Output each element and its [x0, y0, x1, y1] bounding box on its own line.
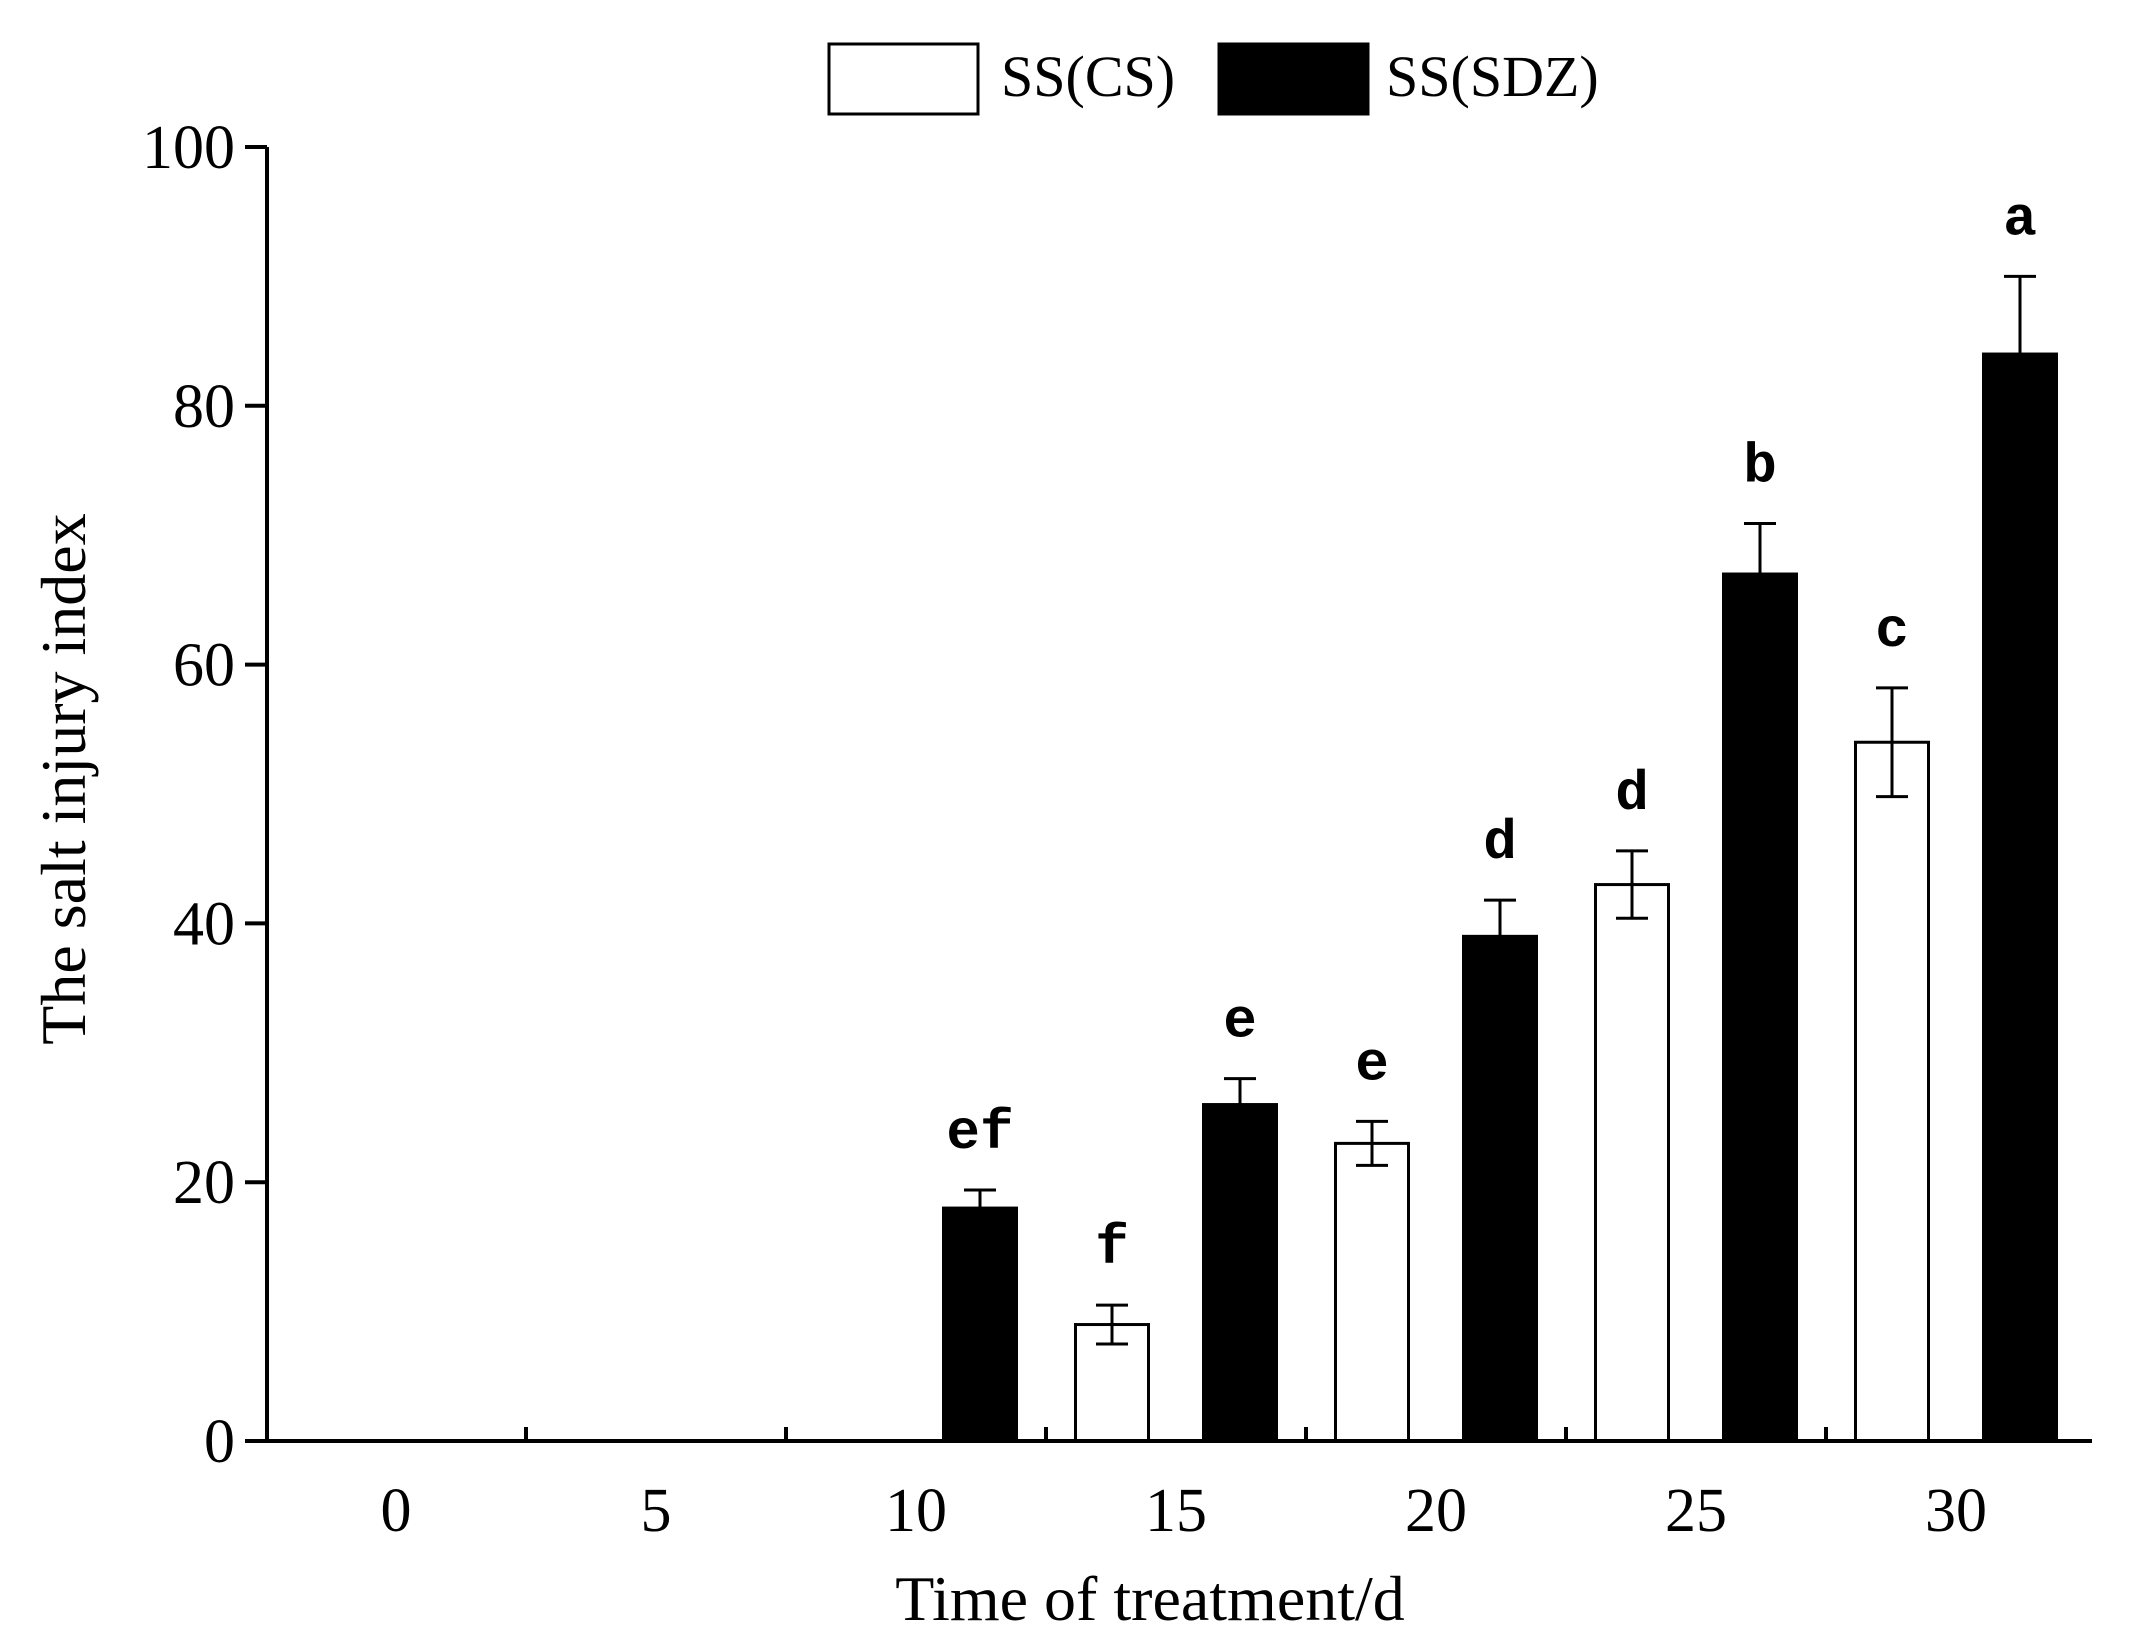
significance-letter-SS(SDZ)-15: e: [1223, 990, 1257, 1054]
x-tick-label-15: 15: [1145, 1477, 1207, 1545]
bar-SS(SDZ)-30: [1982, 352, 2058, 1443]
legend-swatch-SS(CS): [827, 42, 980, 116]
significance-letter-SS(CS)-15: f: [1095, 1216, 1129, 1280]
y-tick-label-100: 100: [142, 114, 235, 182]
significance-letter-SS(SDZ)-25: b: [1743, 435, 1777, 499]
bar-SS(SDZ)-25: [1722, 572, 1798, 1443]
significance-letter-SS(SDZ)-10: ef: [946, 1101, 1013, 1165]
x-tick-label-30: 30: [1925, 1477, 1987, 1545]
x-tick-label-25: 25: [1665, 1477, 1727, 1545]
x-tick-label-20: 20: [1405, 1477, 1467, 1545]
legend-swatch-SS(SDZ): [1217, 42, 1370, 116]
bar-SS(CS)-30: [1854, 740, 1930, 1443]
x-axis-label: Time of treatment/d: [895, 1563, 1405, 1634]
bar-SS(SDZ)-10: [942, 1206, 1018, 1443]
y-tick-label-20: 20: [173, 1149, 235, 1217]
y-tick-label-0: 0: [204, 1408, 235, 1476]
bar-SS(SDZ)-15: [1202, 1103, 1278, 1443]
significance-letters-layer: f e d c ef e d b a: [946, 187, 2036, 1280]
legend-label-SS(CS): SS(CS): [1001, 44, 1175, 109]
significance-letter-SS(CS)-25: d: [1615, 762, 1649, 826]
bar-SS(SDZ)-20: [1462, 934, 1538, 1443]
significance-letter-SS(SDZ)-30: a: [2003, 187, 2037, 251]
y-axis-label: The salt injury index: [28, 513, 99, 1044]
y-tick-label-60: 60: [173, 632, 235, 700]
bar-SS(CS)-25: [1594, 883, 1670, 1443]
significance-letter-SS(SDZ)-20: d: [1483, 811, 1517, 875]
x-tick-label-10: 10: [885, 1477, 947, 1545]
legend-label-SS(SDZ): SS(SDZ): [1386, 44, 1599, 109]
significance-letter-SS(CS)-30: c: [1875, 599, 1909, 663]
y-tick-label-80: 80: [173, 373, 235, 441]
significance-letter-SS(CS)-20: e: [1355, 1032, 1389, 1096]
error-bars-layer: [964, 274, 2036, 1346]
x-tick-label-5: 5: [641, 1477, 672, 1545]
bar-SS(CS)-20: [1334, 1141, 1410, 1443]
legend: SS(CS) SS(SDZ): [827, 42, 1599, 116]
x-tick-label-0: 0: [381, 1477, 412, 1545]
y-tick-label-40: 40: [173, 890, 235, 958]
axes: 0 20 40 60 80 100 0 5 10 15 20 25 30: [142, 114, 2092, 1545]
